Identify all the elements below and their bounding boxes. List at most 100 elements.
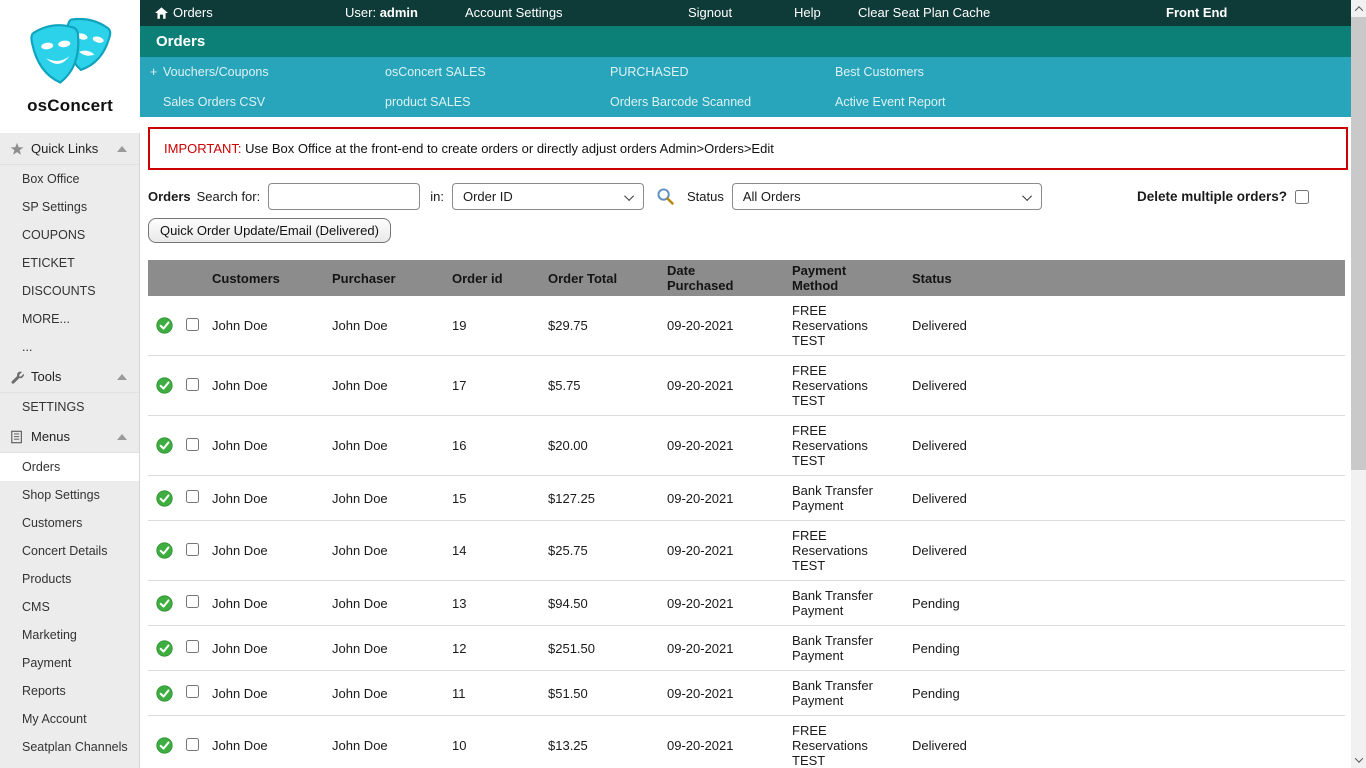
delete-multiple-orders-label: Delete multiple orders? [1137,189,1287,204]
search-input[interactable] [268,183,420,210]
sidebar-item-reports[interactable]: Reports [0,677,139,705]
sidebar-item-my-account[interactable]: My Account [0,705,139,733]
quick-order-update-button[interactable]: Quick Order Update/Email (Delivered) [148,218,391,243]
payment-method: FREE Reservations TEST [784,356,904,416]
scrollbar-up-arrow-icon[interactable] [1351,0,1366,17]
order-row: John Doe John Doe 17 $5.75 09-20-2021 FR… [148,356,1345,416]
nav-front-end[interactable]: Front End [1166,5,1227,20]
sidebar-item-concert-details[interactable]: Concert Details [0,537,139,565]
purchaser-name: John Doe [324,416,444,476]
scrollbar-thumb[interactable] [1351,17,1366,470]
order-select-checkbox[interactable] [186,738,199,751]
sidebar-section-quick-links[interactable]: Quick Links [0,133,139,165]
sidebar-item-payment[interactable]: Payment [0,649,139,677]
status-label: Status [687,189,724,204]
sidebar-item-box-office[interactable]: Box Office [0,165,139,193]
top-navigation-bar: Orders User: admin Account Settings Sign… [140,0,1351,26]
sidebar-item-settings[interactable]: SETTINGS [0,393,139,421]
sidebar: osConcert Quick Links Box OfficeSP Setti… [0,0,140,768]
order-id: 14 [444,521,540,581]
collapse-arrow-icon[interactable] [117,374,127,380]
order-total: $20.00 [540,416,659,476]
sidebar-section-support[interactable]: ? Support [0,761,139,768]
page-title: Orders [140,26,1351,57]
payment-method: Bank Transfer Payment [784,581,904,626]
sidebar-item-more[interactable]: MORE... [0,305,139,333]
purchaser-name: John Doe [324,476,444,521]
col-status: Status [904,260,1345,296]
sidebar-item-discounts[interactable]: DISCOUNTS [0,277,139,305]
subnav-osconcert-sales[interactable]: osConcert SALES [385,65,486,79]
payment-method: Bank Transfer Payment [784,671,904,716]
scrollbar-down-arrow-icon[interactable] [1351,751,1366,768]
col-order-total: Order Total [540,260,659,296]
nav-signout[interactable]: Signout [688,5,732,20]
brand-name: osConcert [27,96,113,116]
sidebar-section: Quick Links Box OfficeSP SettingsCOUPONS… [0,133,139,361]
date-purchased: 09-20-2021 [659,416,784,476]
nav-account-settings[interactable]: Account Settings [465,5,563,20]
payment-method: FREE Reservations TEST [784,521,904,581]
order-total: $127.25 [540,476,659,521]
search-in-select[interactable]: Order ID [452,183,644,210]
customer-name: John Doe [204,671,324,716]
collapse-arrow-icon[interactable] [117,434,127,440]
nav-home[interactable]: Orders [155,5,213,20]
order-select-checkbox[interactable] [186,640,199,653]
order-total: $25.75 [540,521,659,581]
sidebar-item-eticket[interactable]: ETICKET [0,249,139,277]
sidebar-item-shop-settings[interactable]: Shop Settings [0,481,139,509]
vouchers-expand-icon[interactable]: + [150,65,157,79]
subnav-orders-barcode-scanned[interactable]: Orders Barcode Scanned [610,95,751,109]
sidebar-section-tools[interactable]: Tools [0,361,139,393]
status-select[interactable]: All Orders [732,183,1042,210]
sidebar-item-customers[interactable]: Customers [0,509,139,537]
search-orders-label: Orders [148,189,191,204]
order-status: Delivered [904,521,1345,581]
chevron-down-icon [624,191,634,201]
order-select-checkbox[interactable] [186,685,199,698]
menu-list-icon [9,429,24,444]
order-confirmed-icon [156,737,170,754]
sidebar-section: Menus OrdersShop SettingsCustomersConcer… [0,421,139,761]
sidebar-item-orders[interactable]: Orders [0,453,139,481]
subnav-vouchers-coupons[interactable]: Vouchers/Coupons [163,65,269,79]
sidebar-item-[interactable]: ... [0,333,139,361]
home-icon [155,7,168,19]
sidebar-item-cms[interactable]: CMS [0,593,139,621]
order-total: $94.50 [540,581,659,626]
sidebar-item-marketing[interactable]: Marketing [0,621,139,649]
sidebar-sections: Quick Links Box OfficeSP SettingsCOUPONS… [0,133,140,768]
brand-logo[interactable]: osConcert [0,0,140,133]
subnav-product-sales[interactable]: product SALES [385,95,470,109]
collapse-arrow-icon[interactable] [117,146,127,152]
nav-clear-seat-plan-cache[interactable]: Clear Seat Plan Cache [858,5,990,20]
order-select-checkbox[interactable] [186,595,199,608]
order-select-checkbox[interactable] [186,543,199,556]
subnav-best-customers[interactable]: Best Customers [835,65,924,79]
sidebar-section-menus[interactable]: Menus [0,421,139,453]
chevron-down-icon [1022,191,1032,201]
orders-subnav: + Vouchers/Coupons osConcert SALES PURCH… [140,57,1351,117]
date-purchased: 09-20-2021 [659,671,784,716]
date-purchased: 09-20-2021 [659,296,784,356]
sidebar-item-products[interactable]: Products [0,565,139,593]
nav-help[interactable]: Help [794,5,821,20]
sidebar-item-sp-settings[interactable]: SP Settings [0,193,139,221]
delete-multiple-orders-checkbox[interactable] [1295,190,1309,204]
subnav-active-event-report[interactable]: Active Event Report [835,95,945,109]
search-icon[interactable] [656,187,675,206]
sidebar-item-coupons[interactable]: COUPONS [0,221,139,249]
order-select-checkbox[interactable] [186,438,199,451]
order-select-checkbox[interactable] [186,378,199,391]
order-select-checkbox[interactable] [186,318,199,331]
subnav-purchased[interactable]: PURCHASED [610,65,689,79]
order-select-checkbox[interactable] [186,490,199,503]
purchaser-name: John Doe [324,671,444,716]
customer-name: John Doe [204,716,324,768]
sidebar-item-seatplan-channels[interactable]: Seatplan Channels [0,733,139,761]
purchaser-name: John Doe [324,626,444,671]
subnav-sales-orders-csv[interactable]: Sales Orders CSV [163,95,265,109]
vertical-scrollbar[interactable] [1351,0,1366,768]
order-row: John Doe John Doe 14 $25.75 09-20-2021 F… [148,521,1345,581]
